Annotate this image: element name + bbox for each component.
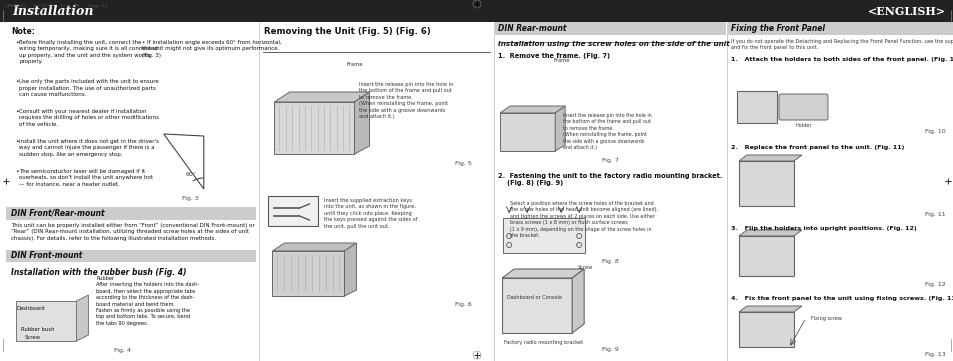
Text: Fig. 9: Fig. 9 (601, 347, 618, 352)
Text: DIN Front-mount: DIN Front-mount (11, 252, 83, 261)
Text: Installation using the screw holes on the side of the unit: Installation using the screw holes on th… (497, 41, 729, 47)
Text: Select a position where the screw holes of the bracket and
the screw holes of th: Select a position where the screw holes … (510, 201, 658, 238)
FancyBboxPatch shape (495, 22, 725, 35)
Text: DIN Front/Rear-mount: DIN Front/Rear-mount (11, 209, 105, 217)
Text: 60°: 60° (186, 172, 196, 177)
Text: Install the unit where it does not get in the driver's
way and cannot injure the: Install the unit where it does not get i… (19, 139, 159, 157)
Text: Fig. 11: Fig. 11 (924, 212, 945, 217)
Text: 4.   Fix the front panel to the unit using fixing screws. (Fig. 13): 4. Fix the front panel to the unit using… (730, 296, 953, 301)
Text: Consult with your nearest dealer if installation
requires the drilling of holes : Consult with your nearest dealer if inst… (19, 109, 159, 127)
Text: Frame: Frame (346, 62, 363, 67)
Text: 1.  Remove the frame. (Fig. 7): 1. Remove the frame. (Fig. 7) (497, 53, 610, 59)
Text: Installation: Installation (12, 4, 93, 17)
Text: Frame: Frame (553, 58, 569, 63)
FancyBboxPatch shape (739, 161, 793, 206)
FancyBboxPatch shape (273, 251, 344, 296)
Text: Fig. 4: Fig. 4 (113, 348, 131, 353)
Text: Holder: Holder (794, 123, 811, 128)
FancyBboxPatch shape (7, 250, 255, 262)
Polygon shape (555, 106, 564, 151)
Text: If you do not operate the Detaching and Replacing the Front Panel Function, use : If you do not operate the Detaching and … (730, 39, 953, 50)
Text: Rubber bush: Rubber bush (21, 327, 55, 332)
Polygon shape (76, 295, 89, 341)
FancyBboxPatch shape (0, 0, 953, 22)
Polygon shape (739, 155, 801, 161)
FancyBboxPatch shape (502, 218, 584, 253)
Text: Fig. 8: Fig. 8 (601, 259, 618, 264)
Text: Fig. 5: Fig. 5 (455, 161, 472, 166)
Text: •: • (15, 79, 19, 84)
Text: 2.  Fastening the unit to the factory radio mounting bracket.
    (Fig. 8) (Fig.: 2. Fastening the unit to the factory rad… (497, 173, 721, 187)
FancyBboxPatch shape (739, 312, 793, 347)
Text: Removing the Unit (Fig. 5) (Fig. 6): Removing the Unit (Fig. 5) (Fig. 6) (264, 27, 431, 36)
Text: Insert the release pin into the hole in
the bottom of the frame and pull out
to : Insert the release pin into the hole in … (359, 82, 454, 119)
FancyBboxPatch shape (727, 22, 952, 35)
Text: •: • (15, 109, 19, 114)
Text: Note:: Note: (11, 27, 35, 36)
Text: Installation with the rubber bush (Fig. 4): Installation with the rubber bush (Fig. … (11, 268, 187, 277)
Text: 2.   Replace the front panel to the unit. (Fig. 11): 2. Replace the front panel to the unit. … (730, 145, 903, 150)
FancyBboxPatch shape (16, 301, 76, 341)
Polygon shape (739, 306, 801, 312)
Text: •: • (15, 40, 19, 45)
Text: Fig. 6: Fig. 6 (455, 302, 472, 307)
FancyBboxPatch shape (739, 236, 793, 276)
FancyBboxPatch shape (499, 113, 555, 151)
Text: The semiconductor laser will be damaged if it
overheats, so don't install the un: The semiconductor laser will be damaged … (19, 169, 153, 187)
Polygon shape (739, 230, 801, 236)
Text: DIN Rear-mount: DIN Rear-mount (497, 24, 566, 33)
Text: Insert the release pin into the hole in
the bottom of the frame and pull out
to : Insert the release pin into the hole in … (562, 113, 651, 150)
Text: •: • (15, 139, 19, 144)
Polygon shape (501, 269, 583, 278)
FancyBboxPatch shape (274, 102, 355, 154)
Text: Fig. 7: Fig. 7 (601, 158, 618, 163)
Text: Factory radio mounting bracket: Factory radio mounting bracket (503, 340, 582, 345)
Text: Screw: Screw (577, 265, 592, 270)
Text: CRB16791   02.10.17  7:26 PM    Page 11: CRB16791 02.10.17 7:26 PM Page 11 (5, 4, 108, 8)
Polygon shape (273, 243, 356, 251)
Polygon shape (355, 92, 369, 154)
Text: Insert the supplied extraction keys
into the unit, as shown in the figure,
until: Insert the supplied extraction keys into… (324, 198, 417, 229)
Text: Use only the parts included with the unit to ensure
proper installation. The use: Use only the parts included with the uni… (19, 79, 159, 97)
Text: Dashboard: Dashboard (16, 306, 45, 311)
Polygon shape (344, 243, 356, 296)
Text: •: • (15, 169, 19, 174)
Text: <ENGLISH>: <ENGLISH> (867, 5, 945, 17)
Text: 3.   Flip the holders into upright positions. (Fig. 12): 3. Flip the holders into upright positio… (730, 226, 916, 231)
Text: Before finally installing the unit, connect the
wiring temporarily, making sure : Before finally installing the unit, conn… (19, 40, 158, 64)
Text: Fig. 12: Fig. 12 (924, 282, 945, 287)
Polygon shape (499, 106, 564, 113)
Text: Dashboard or Console: Dashboard or Console (507, 295, 561, 300)
Polygon shape (572, 269, 583, 333)
FancyBboxPatch shape (736, 91, 776, 123)
Text: 1.   Attach the holders to both sides of the front panel. (Fig. 10): 1. Attach the holders to both sides of t… (730, 57, 953, 61)
Text: Fixing the Front Panel: Fixing the Front Panel (730, 24, 824, 33)
Text: Fixing screw: Fixing screw (810, 316, 841, 321)
Text: Fig. 13: Fig. 13 (924, 352, 945, 357)
Polygon shape (274, 92, 369, 102)
FancyBboxPatch shape (268, 196, 318, 226)
Text: Screw: Screw (25, 335, 40, 340)
Text: Rubber
After inserting the holders into the dash-
board, then select the appropr: Rubber After inserting the holders into … (96, 276, 199, 326)
Text: Fig. 10: Fig. 10 (924, 129, 945, 134)
Text: • If installation angle exceeds 60° from horizontal,
the unit might not give its: • If installation angle exceeds 60° from… (142, 40, 281, 58)
FancyBboxPatch shape (501, 278, 572, 333)
FancyBboxPatch shape (7, 206, 255, 219)
Text: Fig. 3: Fig. 3 (182, 196, 198, 201)
Text: This unit can be properly installed either from “Front” (conventional DIN Front-: This unit can be properly installed eith… (11, 223, 255, 241)
FancyBboxPatch shape (779, 94, 827, 120)
